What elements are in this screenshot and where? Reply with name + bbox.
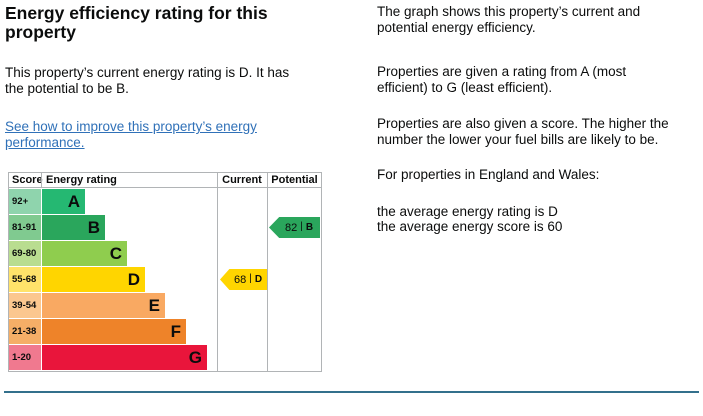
column-header-energy-rating: Energy rating [46, 174, 117, 186]
band-row-a: 92+ A [9, 189, 321, 215]
page-title: Energy efficiency rating for this propert… [5, 4, 345, 42]
left-column: Energy efficiency rating for this propert… [5, 4, 345, 152]
marker-separator: | [249, 273, 252, 284]
rating-summary-line-2: the potential to be B. [5, 80, 129, 96]
current-rating-letter: D [254, 274, 263, 285]
rating-summary-line-1: This property’s current energy rating is… [5, 65, 290, 80]
band-score-c: 69-80 [9, 241, 41, 266]
band-bar-b: B [42, 215, 105, 240]
band-score-f: 21-38 [9, 319, 41, 344]
band-row-f: 21-38 F [9, 319, 321, 345]
band-score-d: 55-68 [9, 267, 41, 292]
band-bar-c: C [42, 241, 127, 266]
epc-band-rows: 92+ A 81-91 B 69-80 C 55-68 D 39-54 E 21-38 F 1-20 G [9, 189, 321, 371]
band-bar-e: E [42, 293, 165, 318]
band-row-b: 81-91 B [9, 215, 321, 241]
score-column-divider [41, 173, 42, 188]
chart-header: Score Energy rating Current Potential [9, 173, 321, 188]
band-score-g: 1-20 [9, 345, 41, 370]
explanatory-paragraph-2: Properties are given a rating from A (mo… [377, 64, 627, 95]
band-score-b: 81-91 [9, 215, 41, 240]
page-title-line-2: property [5, 22, 76, 42]
explanatory-paragraph-3: Properties are also given a score. The h… [377, 116, 669, 147]
band-row-g: 1-20 G [9, 345, 321, 371]
explanatory-paragraph-1: The graph shows this property’s current … [377, 4, 641, 35]
explanatory-text: The graph shows this property’s current … [377, 4, 697, 235]
band-bar-f: F [42, 319, 186, 344]
explanatory-paragraph-4: For properties in England and Wales: [377, 167, 600, 182]
section-divider [4, 391, 699, 393]
improve-link-line-1[interactable]: See how to improve this property’s energ… [5, 119, 257, 134]
marker-separator: | [300, 221, 303, 232]
band-bar-a: A [42, 189, 85, 214]
band-row-c: 69-80 C [9, 241, 321, 267]
column-header-current: Current [222, 174, 262, 186]
current-column-divider [217, 173, 218, 371]
current-score: 68 [233, 273, 247, 286]
potential-column-divider [267, 173, 268, 371]
potential-rating-marker: 82 | B [269, 217, 320, 238]
rating-summary: This property’s current energy rating is… [5, 65, 345, 96]
page-title-line-1: Energy efficiency rating for this [5, 3, 268, 23]
column-header-potential: Potential [271, 174, 318, 186]
band-bar-d: D [42, 267, 145, 292]
improve-performance-link[interactable]: See how to improve this property’s energ… [5, 119, 257, 151]
band-bar-g: G [42, 345, 207, 370]
band-row-d: 55-68 D [9, 267, 321, 293]
band-row-e: 39-54 E [9, 293, 321, 319]
band-score-a: 92+ [9, 189, 41, 214]
potential-score: 82 [284, 221, 298, 234]
current-rating-marker: 68 | D [220, 269, 267, 290]
energy-rating-chart: Score Energy rating Current Potential 92… [8, 172, 322, 372]
band-score-e: 39-54 [9, 293, 41, 318]
improve-link-line-2[interactable]: performance. [5, 135, 85, 150]
column-header-score: Score [12, 174, 43, 186]
potential-rating-letter: B [305, 222, 314, 233]
